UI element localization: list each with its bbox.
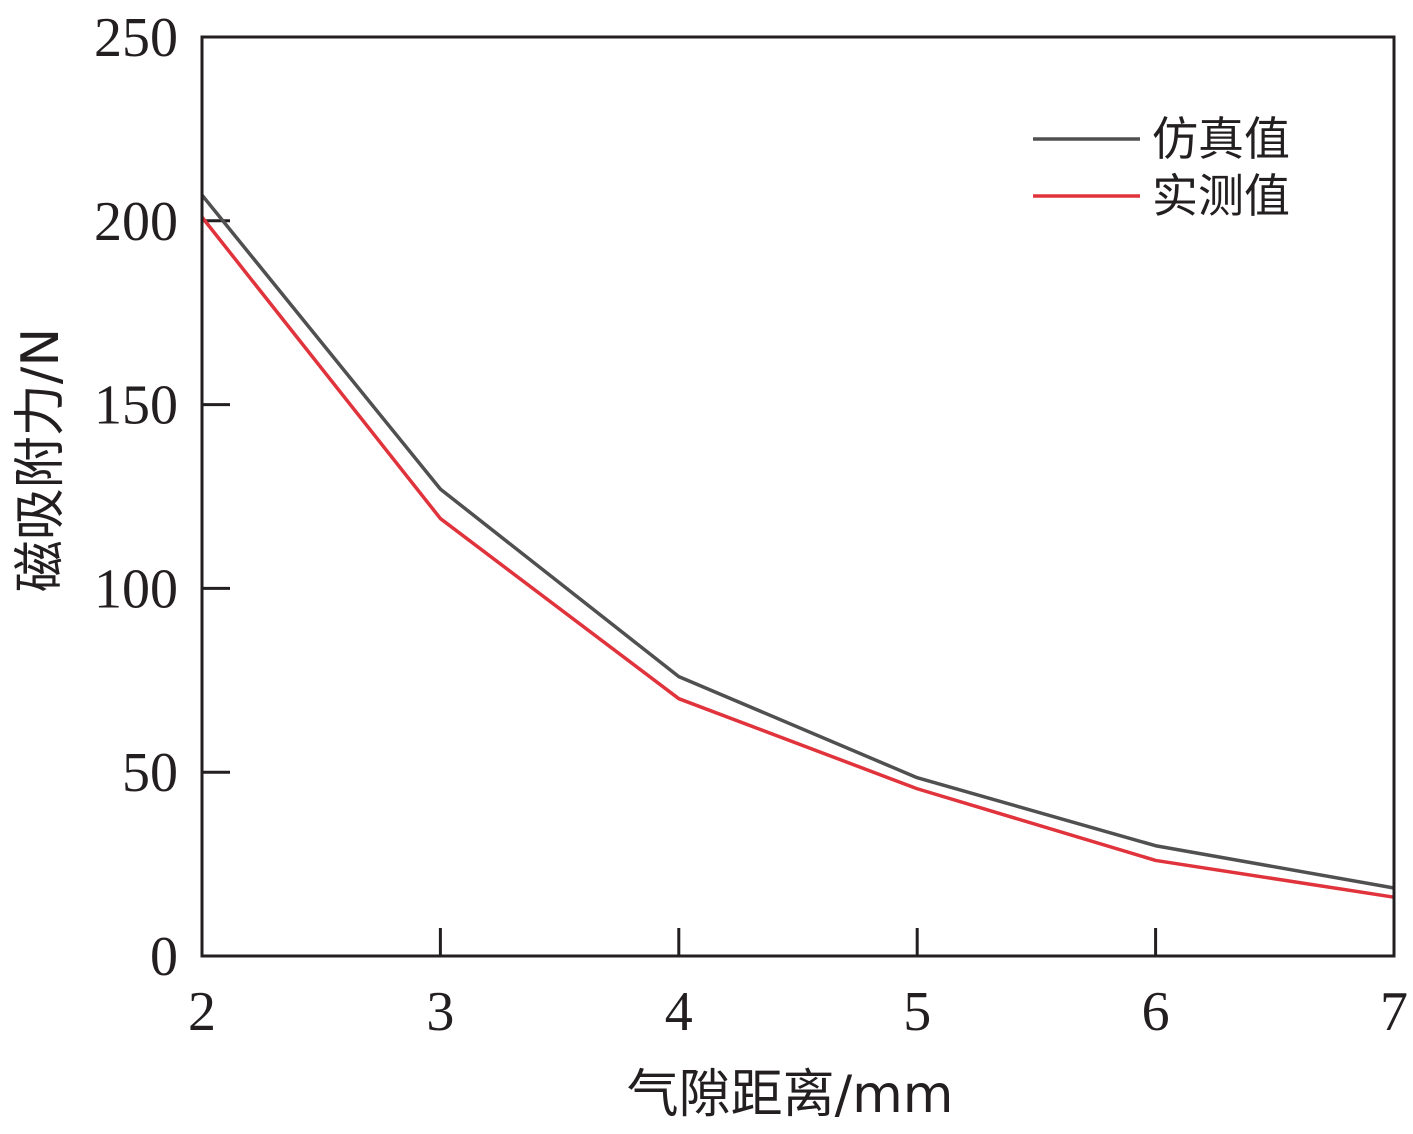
x-tick-label: 2 xyxy=(188,981,216,1043)
series-lines xyxy=(200,193,1395,899)
y-axis-title: 磁吸附力/N xyxy=(11,328,71,592)
y-tick-label: 50 xyxy=(122,742,178,804)
x-tick-labels: 2 3 4 5 6 7 xyxy=(188,981,1408,1043)
y-tick-label: 0 xyxy=(150,926,178,988)
y-tick-label: 250 xyxy=(94,7,178,69)
legend-label-1: 仿真值 xyxy=(1152,112,1290,166)
y-tick-label: 100 xyxy=(94,558,178,620)
series-line-2 xyxy=(200,216,1395,899)
series-line-1 xyxy=(200,193,1395,890)
legend-label-2: 实测值 xyxy=(1152,169,1290,223)
x-tick-label: 6 xyxy=(1142,981,1170,1043)
y-tick-label: 200 xyxy=(94,191,178,253)
x-tick-label: 3 xyxy=(426,981,454,1043)
x-tick-label: 4 xyxy=(665,981,693,1043)
x-tick-label: 5 xyxy=(903,981,931,1043)
plot-frame xyxy=(200,35,1396,958)
x-tick-label: 7 xyxy=(1380,981,1408,1043)
x-axis-title: 气隙距离/mm xyxy=(627,1065,954,1125)
y-tick-label: 150 xyxy=(94,375,178,437)
y-tick-labels: 0 50 100 150 200 250 xyxy=(94,7,178,988)
